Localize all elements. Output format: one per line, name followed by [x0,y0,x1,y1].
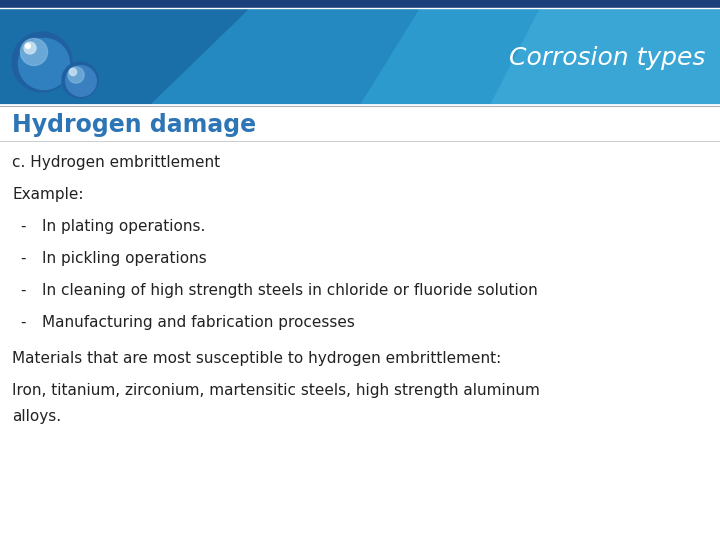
Circle shape [24,42,36,54]
Polygon shape [490,8,720,105]
Circle shape [20,38,48,65]
Text: In cleaning of high strength steels in chloride or fluoride solution: In cleaning of high strength steels in c… [42,283,538,298]
Text: -: - [20,315,25,330]
Text: Example:: Example: [12,187,84,202]
Circle shape [19,38,70,90]
Text: Materials that are most susceptible to hydrogen embrittlement:: Materials that are most susceptible to h… [12,351,501,366]
Bar [0,8,720,105]
Text: alloys.: alloys. [12,409,61,424]
Text: c. Hydrogen embrittlement: c. Hydrogen embrittlement [12,155,220,170]
Text: Corrosion types: Corrosion types [508,46,705,71]
Text: Hydrogen damage: Hydrogen damage [12,113,256,137]
Text: -: - [20,251,25,266]
Text: Manufacturing and fabrication processes: Manufacturing and fabrication processes [42,315,355,330]
Circle shape [68,67,84,83]
Text: -: - [20,219,25,234]
Bar [0,0,720,8]
Circle shape [66,66,96,96]
Polygon shape [360,8,720,105]
Polygon shape [150,8,720,105]
Text: In pickling operations: In pickling operations [42,251,207,266]
Text: -: - [20,283,25,298]
Text: In plating operations.: In plating operations. [42,219,205,234]
Circle shape [62,62,98,98]
Circle shape [69,69,76,76]
Circle shape [12,32,72,92]
Text: Iron, titanium, zirconium, martensitic steels, high strength aluminum: Iron, titanium, zirconium, martensitic s… [12,383,540,398]
Circle shape [26,44,30,49]
